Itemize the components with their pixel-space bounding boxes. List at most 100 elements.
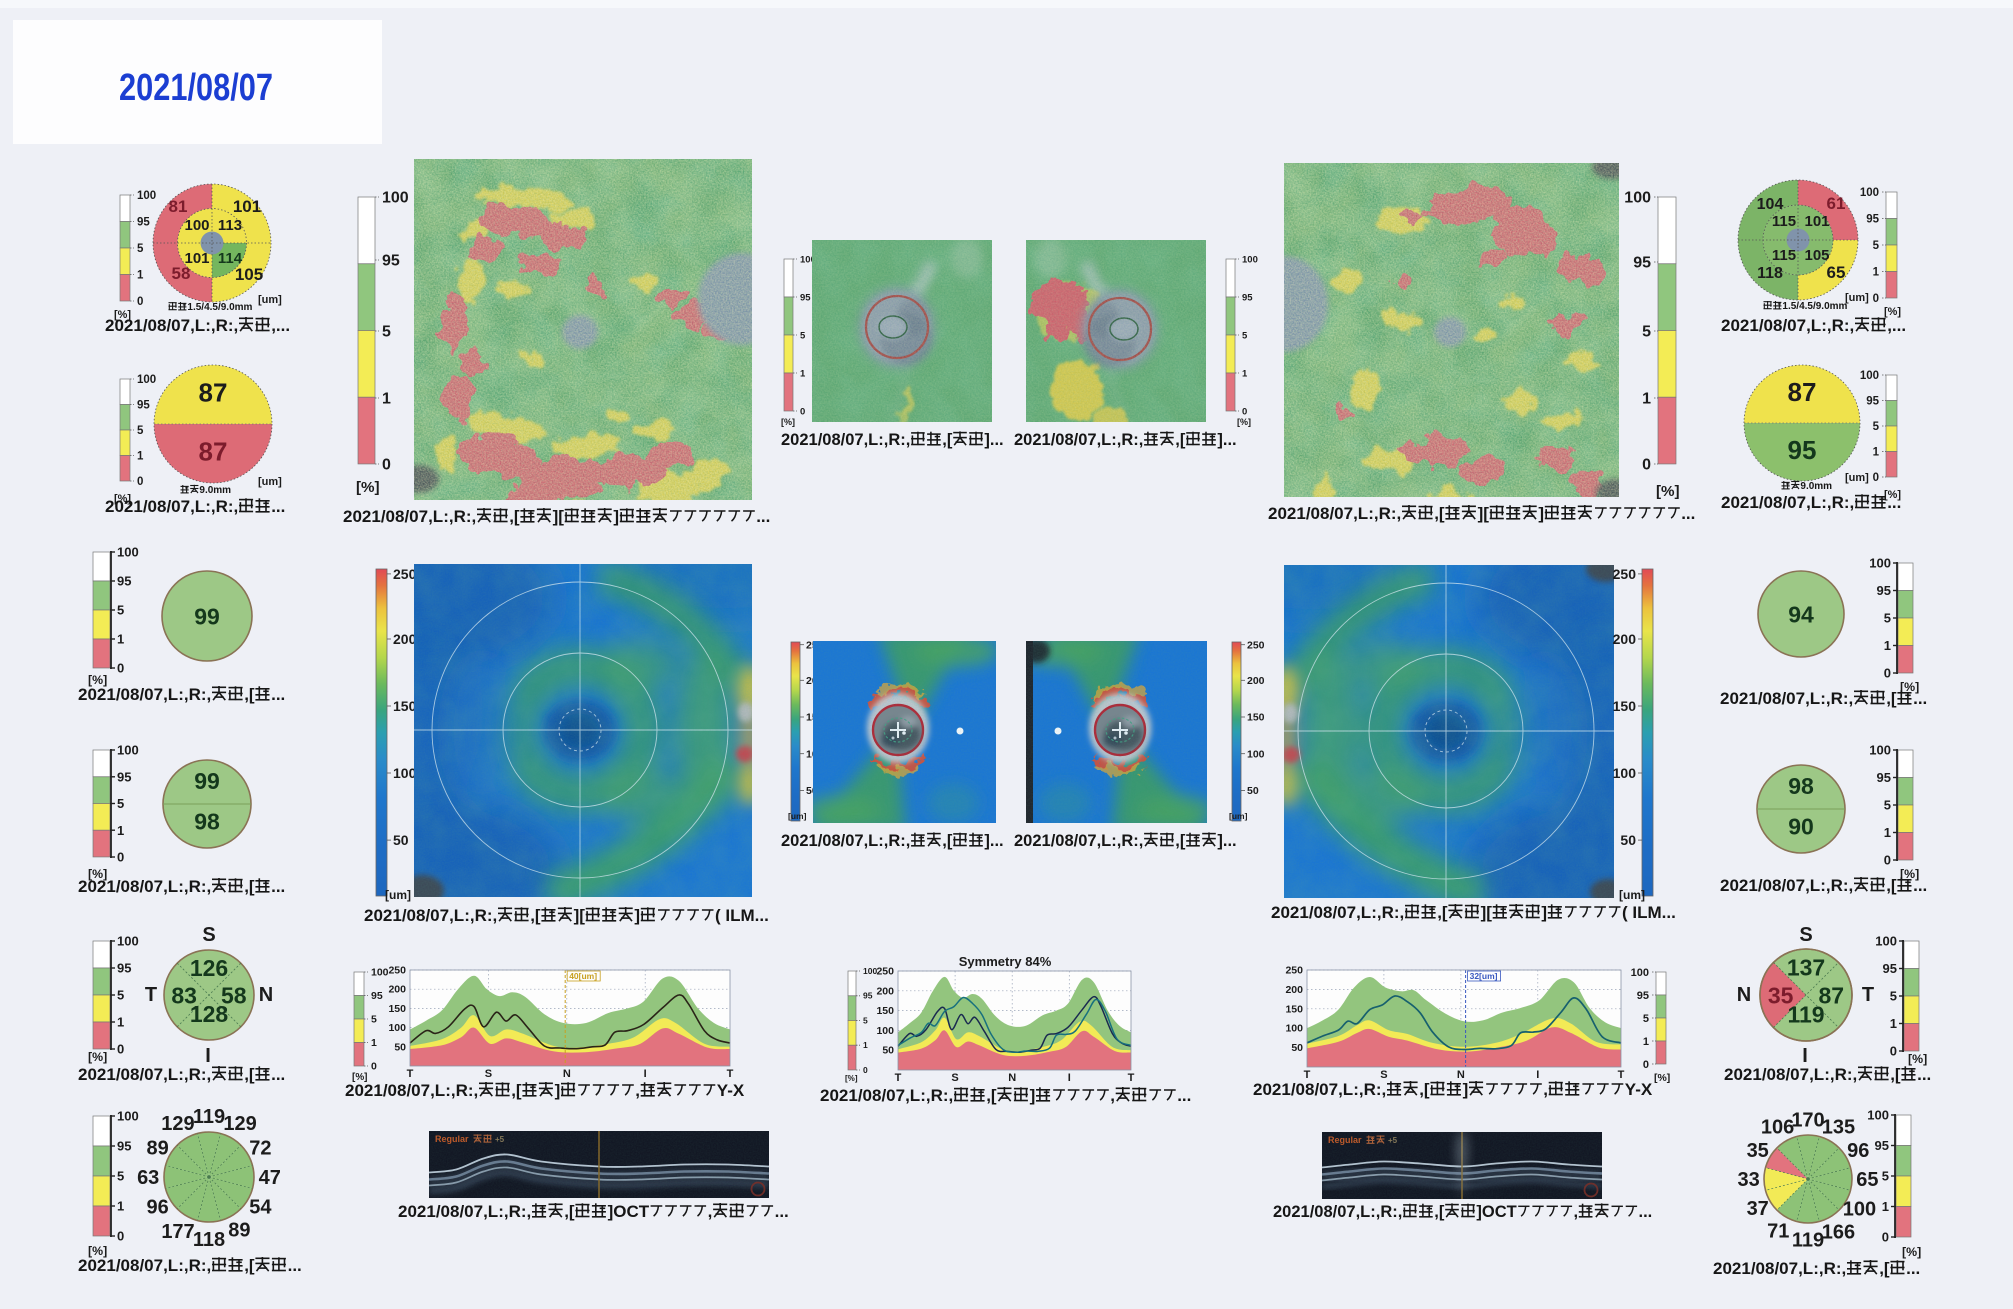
svg-text:50: 50 — [806, 785, 818, 797]
svg-text:2021/08/07,L:,R:,: 2021/08/07,L:,R:, — [781, 832, 910, 850]
svg-text:5: 5 — [1242, 330, 1248, 341]
svg-text:0: 0 — [863, 1065, 868, 1075]
svg-text:1: 1 — [800, 368, 806, 379]
svg-text:[%]: [%] — [352, 1072, 368, 1083]
svg-text:95: 95 — [1637, 990, 1649, 1002]
svg-text:118: 118 — [193, 1229, 225, 1251]
svg-text:1.5/4.5/9.0mm: 1.5/4.5/9.0mm — [1782, 301, 1847, 312]
svg-text:100: 100 — [184, 217, 209, 234]
svg-text:]OCT: ]OCT — [608, 1202, 650, 1221]
svg-text:40[um]: 40[um] — [569, 971, 597, 981]
svg-text:250: 250 — [876, 966, 894, 978]
svg-text:71: 71 — [1767, 1220, 1789, 1242]
svg-text:119: 119 — [193, 1106, 225, 1128]
svg-text:...: ... — [1917, 1065, 1931, 1084]
svg-text:[%]: [%] — [114, 309, 131, 321]
svg-text:150: 150 — [1613, 698, 1637, 714]
svg-text:N: N — [1008, 1072, 1016, 1084]
svg-text:]...: ]... — [984, 832, 1003, 850]
svg-text:I: I — [1068, 1072, 1071, 1084]
svg-text:95: 95 — [800, 292, 811, 303]
svg-text:[%]: [%] — [845, 1074, 858, 1083]
svg-text:5: 5 — [1873, 421, 1880, 433]
svg-text:87: 87 — [199, 378, 228, 408]
svg-text:5: 5 — [382, 324, 391, 341]
svg-text:95: 95 — [1883, 961, 1897, 976]
svg-text:100: 100 — [1875, 934, 1897, 949]
svg-text:[um]: [um] — [258, 294, 282, 306]
svg-text:[%]: [%] — [1900, 867, 1919, 881]
svg-text:[%]: [%] — [1654, 1073, 1670, 1084]
svg-text:5: 5 — [371, 1014, 377, 1026]
svg-text:2021/08/07,L:,R:,: 2021/08/07,L:,R:, — [1721, 493, 1854, 512]
svg-text:2021/08/07,L:,R:,: 2021/08/07,L:,R:, — [1253, 1080, 1386, 1099]
svg-text:115: 115 — [1772, 247, 1796, 264]
svg-text:,...: ,... — [1887, 316, 1906, 335]
svg-text:,[: ,[ — [942, 431, 953, 449]
svg-text:90: 90 — [1788, 814, 1814, 840]
svg-text:T: T — [727, 1068, 734, 1080]
svg-text:89: 89 — [146, 1137, 168, 1159]
svg-text:[um]: [um] — [1845, 292, 1869, 304]
svg-text:][: ][ — [553, 507, 565, 526]
svg-text:100: 100 — [393, 765, 417, 781]
svg-text:[um]: [um] — [1845, 472, 1869, 484]
svg-text:119: 119 — [1787, 1002, 1824, 1028]
svg-text:[%]: [%] — [1902, 1245, 1921, 1259]
svg-text:2021/08/07,L:,R:,: 2021/08/07,L:,R:, — [78, 685, 211, 704]
svg-text:S: S — [951, 1072, 958, 1084]
svg-text:118: 118 — [1757, 265, 1783, 282]
svg-text:2021/08/07,L:,R:,: 2021/08/07,L:,R:, — [1268, 504, 1401, 523]
svg-text:100: 100 — [1624, 190, 1651, 207]
svg-text:0: 0 — [117, 850, 124, 865]
svg-text:5: 5 — [117, 1169, 124, 1184]
svg-text:100: 100 — [117, 934, 139, 949]
svg-text:[%]: [%] — [1884, 489, 1901, 501]
svg-text:][: ][ — [1481, 903, 1493, 922]
svg-text:200: 200 — [393, 631, 417, 647]
svg-text:[%]: [%] — [88, 673, 107, 687]
svg-text:100: 100 — [1867, 1108, 1889, 1123]
svg-text:65: 65 — [1856, 1169, 1878, 1191]
svg-text:,[: ,[ — [244, 1065, 255, 1084]
svg-text:250: 250 — [1247, 639, 1265, 651]
svg-text:250: 250 — [393, 566, 417, 582]
svg-text:]...: ]... — [984, 431, 1003, 449]
svg-text:95: 95 — [382, 253, 400, 270]
svg-text:95: 95 — [1877, 770, 1891, 785]
svg-text:]: ] — [613, 507, 619, 526]
svg-text:35: 35 — [1768, 982, 1794, 1008]
svg-text:,[: ,[ — [1175, 832, 1186, 850]
svg-text:2021/08/07,L:,R:,: 2021/08/07,L:,R:, — [78, 877, 211, 896]
svg-text:,[: ,[ — [564, 1202, 575, 1221]
svg-text:0: 0 — [117, 1229, 124, 1244]
svg-text:0: 0 — [1882, 1230, 1889, 1245]
svg-text:2021/08/07,L:,R:,: 2021/08/07,L:,R:, — [1724, 1065, 1857, 1084]
svg-text:250: 250 — [1613, 566, 1637, 582]
svg-text:( ILM...: ( ILM... — [715, 906, 769, 925]
svg-text:N: N — [563, 1068, 571, 1080]
svg-text:32[um]: 32[um] — [1470, 971, 1498, 981]
svg-text:T: T — [145, 984, 157, 1006]
svg-text:Symmetry 84%: Symmetry 84% — [959, 954, 1052, 969]
svg-text:]: ] — [555, 1081, 561, 1100]
svg-text:1.5/4.5/9.0mm: 1.5/4.5/9.0mm — [187, 302, 252, 313]
svg-text:]: ] — [1541, 903, 1547, 922]
svg-text:T: T — [1128, 1072, 1135, 1084]
svg-text:5: 5 — [117, 796, 124, 811]
svg-text:1: 1 — [117, 823, 124, 838]
svg-text:5: 5 — [1882, 1169, 1889, 1184]
svg-text:1: 1 — [117, 1015, 124, 1030]
svg-text:,[: ,[ — [1890, 1065, 1901, 1084]
svg-text:128: 128 — [190, 1001, 229, 1027]
svg-text:95: 95 — [1788, 435, 1817, 465]
svg-text:I: I — [1536, 1069, 1539, 1081]
svg-text:87: 87 — [1788, 377, 1817, 407]
svg-text:99: 99 — [194, 603, 220, 629]
svg-text:,[: ,[ — [530, 906, 541, 925]
svg-text:50: 50 — [394, 1041, 406, 1053]
svg-text:2021/08/07,L:,R:,: 2021/08/07,L:,R:, — [1720, 689, 1853, 708]
svg-text:0: 0 — [1873, 293, 1879, 305]
svg-text:177: 177 — [161, 1221, 194, 1243]
svg-text:65: 65 — [1827, 263, 1846, 282]
